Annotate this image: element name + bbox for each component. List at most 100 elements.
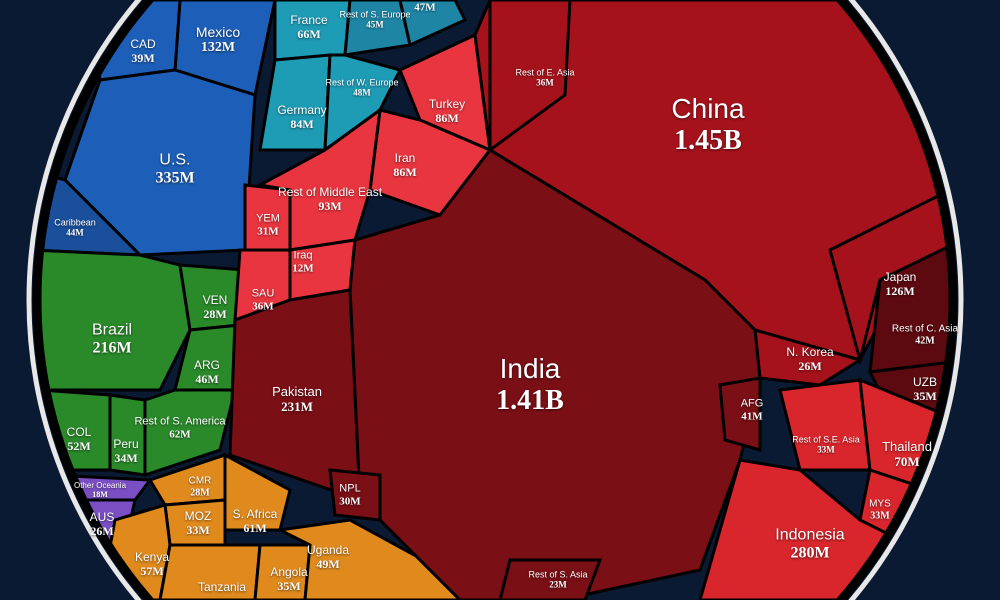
cell-label: N. Korea 26M xyxy=(786,345,834,374)
cell-label: Caribbean 44M xyxy=(54,218,96,239)
value-label: 18M xyxy=(92,490,108,499)
cell-label: MOZ 33M xyxy=(185,509,212,538)
cell-label: AFG 41M xyxy=(741,397,764,422)
value-label: 35M xyxy=(913,389,937,403)
region-name: Rest of S. Europe xyxy=(339,9,411,20)
cell xyxy=(143,388,237,478)
value-label: 44M xyxy=(66,228,84,238)
region-name: ARG xyxy=(193,358,221,373)
region-name: NPL xyxy=(339,482,361,495)
region-name: Brazil xyxy=(91,321,133,339)
region-name: Rest of Middle East xyxy=(277,185,383,200)
region-name: Iraq xyxy=(293,249,313,262)
region-name: India xyxy=(499,352,561,384)
cell-label: UZB 35M xyxy=(913,375,937,404)
region-name: Rest of S. America xyxy=(134,415,226,428)
value-label: 47M xyxy=(414,1,436,14)
cell-label: Angola 35M xyxy=(270,565,308,594)
region-name: China xyxy=(671,92,745,124)
cell-label: Indonesia 280M xyxy=(775,527,844,564)
region-name: UZB xyxy=(913,375,937,390)
region-name: COL xyxy=(66,425,92,440)
value-label: 61M xyxy=(243,521,267,535)
region-name: AUS xyxy=(89,510,115,525)
cell-label: AUS 26M xyxy=(89,510,115,539)
cell-label: Kenya 57M xyxy=(135,550,169,579)
cell-label: Rest of S. America 62M xyxy=(134,415,225,440)
cell xyxy=(778,378,872,472)
cell xyxy=(275,518,462,600)
region-name: Uganda xyxy=(306,543,350,558)
cell xyxy=(323,53,403,154)
value-label: 84M xyxy=(290,117,314,131)
region-name: Turkey xyxy=(428,97,466,112)
cell xyxy=(328,468,382,522)
cell-label: S. Africa 61M xyxy=(233,507,278,536)
value-label: 46M xyxy=(195,372,219,386)
region-name: N. Korea xyxy=(786,345,834,360)
cell-label: Brazil 216M xyxy=(92,322,132,359)
cell-label: India 1.41B xyxy=(496,353,564,417)
region-name: MYS xyxy=(869,498,891,510)
value-label: 231M xyxy=(281,399,313,414)
cell-label: NPL 30M xyxy=(339,482,360,507)
region-name: Germany xyxy=(277,103,327,118)
cell xyxy=(258,53,332,152)
value-label: 34M xyxy=(114,451,138,465)
value-label: 93M xyxy=(318,199,342,213)
region-name: Pakistan xyxy=(272,384,322,400)
cell xyxy=(868,237,953,374)
region-name: Rest of S.E. Asia xyxy=(792,434,860,445)
cell-label: Rest of Middle East 93M xyxy=(277,185,383,214)
value-label: 26M xyxy=(798,359,822,373)
region-name: France xyxy=(290,13,328,28)
cell xyxy=(158,543,262,600)
value-label: 36M xyxy=(252,300,274,312)
circle-border xyxy=(32,0,958,600)
cell-label: Uganda 49M xyxy=(306,543,350,572)
region-name: Rest of E. Asia xyxy=(515,67,575,78)
cell-label: SAU 36M xyxy=(252,287,275,312)
value-label: 1.45B xyxy=(674,125,742,156)
cell-label: ARG 46M xyxy=(193,358,221,387)
cell-label: Rest of E. Asia 36M xyxy=(515,68,574,89)
cell-label: Rest of S. Asia 23M xyxy=(528,570,587,591)
value-label: 12M xyxy=(292,262,314,274)
cell-label: Germany 84M xyxy=(277,103,327,132)
cell-label: YEM 31M xyxy=(256,212,280,237)
value-label: 35M xyxy=(277,579,301,593)
value-label: 62M xyxy=(169,428,191,440)
value-label: 66M xyxy=(297,27,321,41)
value-label: 28M xyxy=(203,307,227,321)
value-label: 33M xyxy=(186,523,210,537)
value-label: 33M xyxy=(817,445,835,455)
region-name: Peru xyxy=(113,437,139,452)
region-name: Rest of W. Europe xyxy=(325,77,399,88)
region-name: Angola xyxy=(270,565,308,580)
circle-rim xyxy=(26,0,964,600)
cell-label: Japan 126M xyxy=(884,270,917,299)
region-name: YEM xyxy=(256,212,280,225)
region-name: Tanzania xyxy=(197,580,247,595)
cell-label: China 1.45B xyxy=(671,93,744,157)
cell xyxy=(718,376,762,452)
region-name: Rest of S. Asia xyxy=(528,569,588,580)
cell-label: Rest of W. Europe 48M xyxy=(325,78,398,99)
cell-label: MYS 33M xyxy=(869,499,891,522)
value-label: 70M xyxy=(894,454,920,469)
cell-label: Thailand 70M xyxy=(882,439,932,470)
value-label: 280M xyxy=(790,545,830,562)
cell xyxy=(498,558,603,600)
cell-label: France 66M xyxy=(290,13,328,42)
value-label: 52M xyxy=(67,439,91,453)
value-label: 48M xyxy=(353,88,371,98)
cell xyxy=(228,288,362,503)
value-label: 49M xyxy=(316,557,340,571)
cell-label: U.S. 335M xyxy=(155,152,194,189)
region-name: VEN xyxy=(202,293,228,308)
cell xyxy=(488,0,572,153)
cell-label: Pakistan 231M xyxy=(272,384,322,415)
region-name: Thailand xyxy=(882,439,932,455)
